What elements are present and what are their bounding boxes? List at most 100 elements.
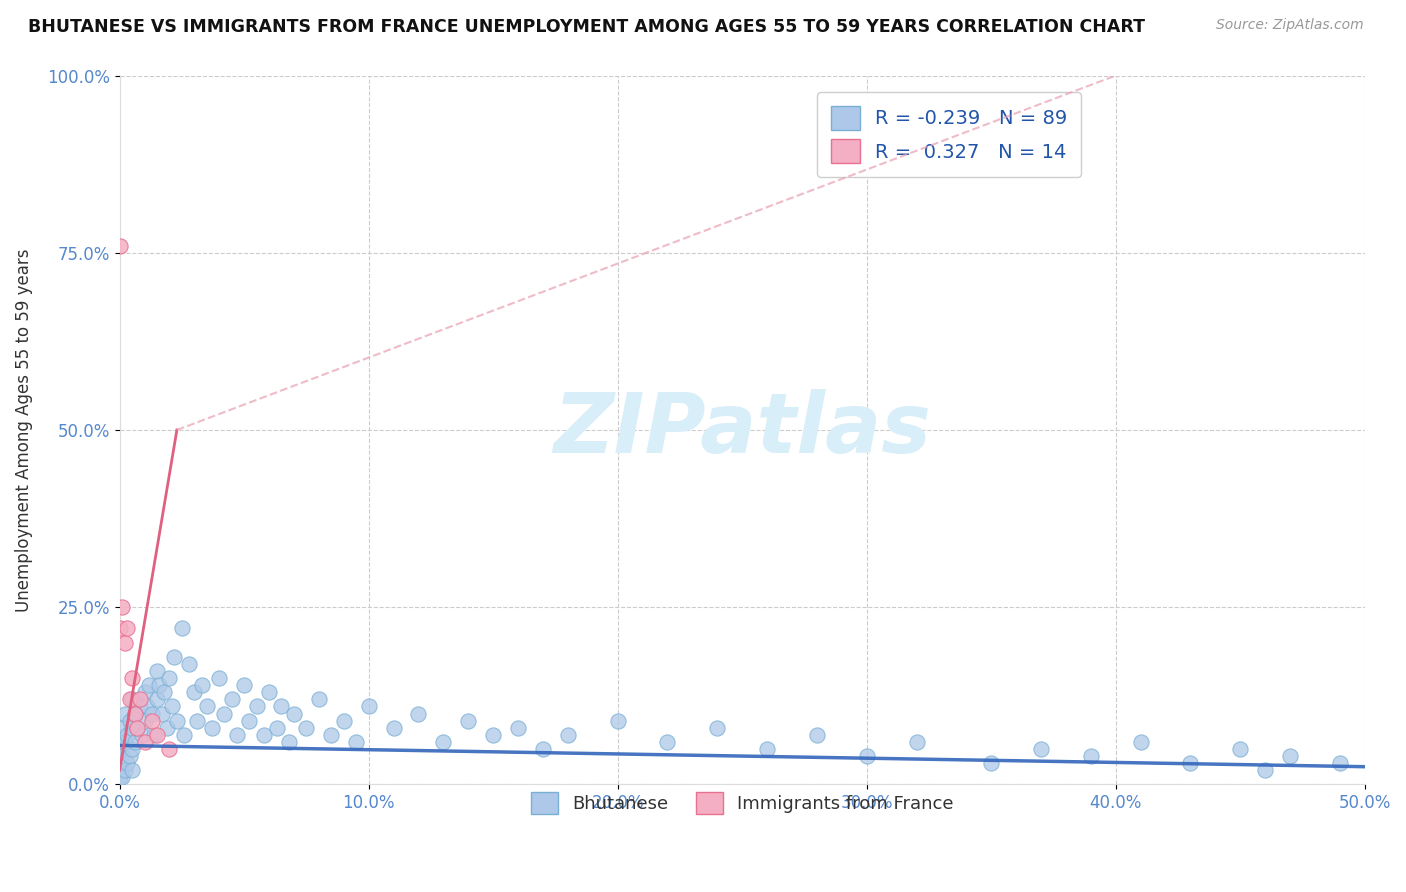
Point — [382, 721, 405, 735]
Point — [1254, 764, 1277, 778]
Point — [1279, 749, 1302, 764]
Point — [160, 699, 183, 714]
Point — [141, 706, 163, 721]
Point — [108, 742, 131, 756]
Point — [308, 692, 330, 706]
Point — [183, 685, 205, 699]
Point — [295, 721, 318, 735]
Point — [221, 692, 243, 706]
Point — [124, 706, 146, 721]
Point — [270, 699, 292, 714]
Point — [118, 714, 141, 728]
Point — [108, 764, 131, 778]
Point — [134, 735, 156, 749]
Point — [283, 706, 305, 721]
Point — [756, 742, 779, 756]
Point — [1329, 756, 1351, 771]
Point — [125, 721, 148, 735]
Point — [1080, 749, 1102, 764]
Point — [1229, 742, 1251, 756]
Point — [170, 622, 193, 636]
Point — [118, 692, 141, 706]
Point — [134, 685, 156, 699]
Point — [143, 728, 166, 742]
Point — [257, 685, 280, 699]
Point — [136, 699, 159, 714]
Point — [114, 635, 136, 649]
Point — [557, 728, 579, 742]
Point — [657, 735, 679, 749]
Point — [408, 706, 430, 721]
Point — [606, 714, 628, 728]
Point — [156, 721, 179, 735]
Point — [148, 678, 170, 692]
Point — [191, 678, 214, 692]
Point — [115, 728, 138, 742]
Point — [1129, 735, 1152, 749]
Point — [146, 692, 169, 706]
Point — [457, 714, 479, 728]
Point — [186, 714, 208, 728]
Point — [332, 714, 354, 728]
Point — [225, 728, 247, 742]
Point — [121, 692, 143, 706]
Point — [905, 735, 928, 749]
Point — [432, 735, 454, 749]
Point — [1029, 742, 1052, 756]
Point — [114, 764, 136, 778]
Point — [163, 649, 186, 664]
Point — [121, 671, 143, 685]
Point — [157, 742, 180, 756]
Point — [344, 735, 367, 749]
Point — [146, 664, 169, 678]
Point — [201, 721, 224, 735]
Point — [121, 721, 143, 735]
Point — [118, 749, 141, 764]
Point — [980, 756, 1002, 771]
Point — [124, 735, 146, 749]
Point — [108, 622, 131, 636]
Point — [134, 714, 156, 728]
Text: ZIPatlas: ZIPatlas — [554, 390, 931, 470]
Point — [125, 721, 148, 735]
Point — [128, 699, 150, 714]
Point — [321, 728, 343, 742]
Point — [212, 706, 235, 721]
Point — [266, 721, 288, 735]
Point — [115, 756, 138, 771]
Point — [173, 728, 195, 742]
Point — [108, 238, 131, 252]
Point — [706, 721, 728, 735]
Point — [208, 671, 231, 685]
Point — [131, 728, 153, 742]
Point — [124, 706, 146, 721]
Point — [138, 678, 160, 692]
Point — [141, 714, 163, 728]
Point — [195, 699, 218, 714]
Point — [245, 699, 267, 714]
Point — [531, 742, 554, 756]
Point — [121, 742, 143, 756]
Point — [153, 685, 176, 699]
Point — [111, 600, 134, 615]
Point — [253, 728, 276, 742]
Point — [357, 699, 380, 714]
Point — [108, 770, 131, 784]
Point — [1180, 756, 1202, 771]
Point — [166, 714, 188, 728]
Point — [111, 721, 134, 735]
Point — [278, 735, 301, 749]
Point — [238, 714, 260, 728]
Point — [111, 749, 134, 764]
Point — [114, 706, 136, 721]
Point — [855, 749, 877, 764]
Point — [128, 692, 150, 706]
Point — [115, 622, 138, 636]
Point — [506, 721, 529, 735]
Text: Source: ZipAtlas.com: Source: ZipAtlas.com — [1216, 18, 1364, 32]
Point — [157, 671, 180, 685]
Legend: Bhutanese, Immigrants from France: Bhutanese, Immigrants from France — [520, 781, 965, 825]
Point — [121, 764, 143, 778]
Text: BHUTANESE VS IMMIGRANTS FROM FRANCE UNEMPLOYMENT AMONG AGES 55 TO 59 YEARS CORRE: BHUTANESE VS IMMIGRANTS FROM FRANCE UNEM… — [28, 18, 1144, 36]
Point — [482, 728, 505, 742]
